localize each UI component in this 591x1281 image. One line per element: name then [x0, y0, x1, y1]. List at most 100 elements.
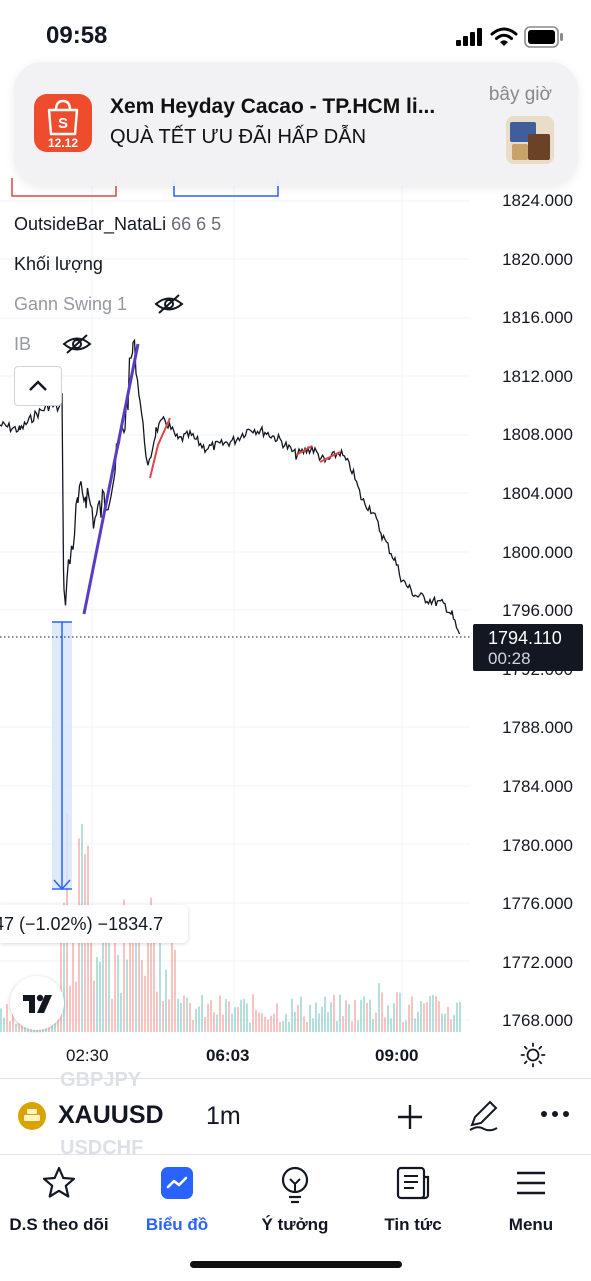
price-axis-label: 1808.000 — [502, 425, 573, 445]
time-label: 02:30 — [66, 1046, 109, 1065]
outside-bar-segment — [149, 417, 171, 479]
indicator-ib[interactable]: IB — [14, 333, 92, 355]
price-axis-label: 1772.000 — [502, 952, 573, 972]
symbol-name[interactable]: XAUUSD — [58, 1101, 164, 1129]
status-time: 09:58 — [46, 22, 108, 49]
volume-bar — [402, 1021, 404, 1032]
volume-bar — [387, 1005, 389, 1032]
more-options-icon[interactable] — [540, 1109, 570, 1119]
app-badge: 12.12 — [47, 136, 79, 150]
volume-bar — [216, 1014, 218, 1032]
volume-bar — [366, 1002, 368, 1032]
volume-bar — [318, 1013, 320, 1032]
eye-hidden-icon[interactable] — [62, 333, 92, 355]
price-axis-label: 1780.000 — [502, 835, 573, 855]
notification-time: bây giờ — [488, 84, 552, 105]
bar-countdown: 00:28 — [488, 649, 531, 668]
volume-bar — [108, 911, 110, 1032]
add-plus-icon[interactable] — [396, 1103, 424, 1131]
volume-bar — [342, 1016, 344, 1032]
volume-bar — [120, 992, 122, 1032]
volume-bar — [18, 1021, 20, 1032]
nav-label: Menu — [508, 1215, 554, 1234]
volume-bar — [294, 1011, 296, 1032]
volume-bar — [261, 1013, 263, 1032]
volume-bar — [456, 1002, 458, 1032]
volume-bar — [69, 985, 71, 1032]
wifi-icon — [490, 27, 518, 46]
volume-bar — [279, 1021, 281, 1032]
indicator-outside-bar[interactable]: OutsideBar_NataLi 66 6 5 — [14, 214, 221, 235]
volume-bar — [207, 1003, 209, 1032]
volume-bar — [96, 957, 98, 1032]
volume-bar — [339, 994, 341, 1032]
volume-bar — [291, 998, 293, 1032]
drawing-pen-icon[interactable] — [466, 1099, 500, 1133]
volume-bar — [234, 1007, 236, 1032]
volume-bar — [177, 998, 179, 1032]
volume-bar — [105, 922, 107, 1032]
collapse-legend-button[interactable] — [14, 366, 62, 406]
volume-bar — [180, 1002, 182, 1032]
volume-bar — [150, 897, 152, 1032]
volume-bar — [12, 1009, 14, 1032]
volume-bar — [459, 1001, 461, 1032]
tradingview-logo[interactable] — [10, 976, 64, 1030]
volume-bar — [429, 996, 431, 1032]
volume-bar — [264, 1016, 266, 1032]
volume-bar — [303, 1016, 305, 1032]
bottom-navigation: D.S theo dõi Biểu đồ Ý tưởng Tin tức — [0, 1154, 591, 1281]
volume-bar — [285, 1014, 287, 1032]
chart-icon — [161, 1167, 193, 1199]
volume-bar — [255, 1009, 257, 1032]
volume-bar — [183, 995, 185, 1032]
volume-bar — [447, 1006, 449, 1032]
volume-bar — [147, 933, 149, 1032]
price-axis-label: 1784.000 — [502, 777, 573, 796]
volume-bar — [354, 1000, 356, 1032]
volume-bar — [174, 949, 176, 1032]
time-label: 09:00 — [375, 1046, 419, 1065]
volume-bar — [93, 980, 95, 1032]
interval-selector[interactable]: 1m — [206, 1102, 241, 1130]
volume-bar — [102, 911, 104, 1032]
volume-bar — [399, 992, 401, 1032]
volume-bar — [9, 1021, 11, 1032]
current-price-tag: 1794.110 00:28 — [473, 624, 583, 671]
volume-bar — [231, 1013, 233, 1032]
volume-bar — [444, 1013, 446, 1032]
indicator-volume[interactable]: Khối lượng — [14, 254, 103, 274]
volume-bar — [15, 1023, 17, 1032]
volume-bar — [357, 1020, 359, 1032]
price-axis-label: 1796.000 — [502, 601, 573, 621]
volume-bar — [90, 915, 92, 1032]
svg-text:S: S — [58, 115, 68, 132]
volume-bar — [135, 938, 137, 1032]
volume-bar — [453, 1015, 455, 1032]
nav-label: D.S theo dõi — [9, 1215, 109, 1234]
volume-bar — [405, 1020, 407, 1032]
push-notification[interactable]: S 12.12 Xem Heyday Cacao - TP.HCM li... … — [14, 62, 578, 186]
volume-bar — [219, 995, 221, 1032]
volume-bar — [144, 975, 146, 1032]
volume-bar — [171, 934, 173, 1032]
volume-bar — [75, 981, 77, 1032]
lightbulb-icon — [281, 1166, 309, 1204]
volume-bar — [267, 1019, 269, 1032]
volume-bar — [408, 1004, 410, 1032]
chart-settings-sun-icon[interactable] — [520, 1042, 546, 1068]
symbol-toolbar: GBPJPY USDCHF XAUUSD 1m — [0, 1069, 591, 1159]
volume-bar — [54, 1019, 56, 1032]
volume-bar — [237, 1007, 239, 1032]
volume-bar — [186, 997, 188, 1032]
volume-bar — [363, 996, 365, 1032]
volume-bar — [192, 1020, 194, 1032]
indicator-gann-swing[interactable]: Gann Swing 1 — [14, 293, 184, 315]
volume-bar — [411, 996, 413, 1032]
volume-bar — [132, 915, 134, 1032]
volume-bar — [378, 983, 380, 1032]
indicator-name: Gann Swing 1 — [14, 294, 128, 314]
volume-bar — [159, 919, 161, 1032]
eye-hidden-icon[interactable] — [154, 293, 184, 315]
volume-bar — [390, 1018, 392, 1032]
